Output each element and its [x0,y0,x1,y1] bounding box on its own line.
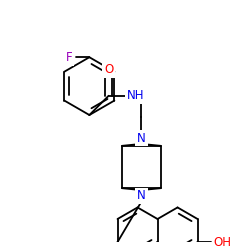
Text: OH: OH [214,236,232,248]
Text: N: N [137,190,146,202]
Text: NH: NH [127,89,144,102]
Text: N: N [137,132,146,144]
Text: O: O [104,63,113,76]
Text: F: F [66,51,72,64]
